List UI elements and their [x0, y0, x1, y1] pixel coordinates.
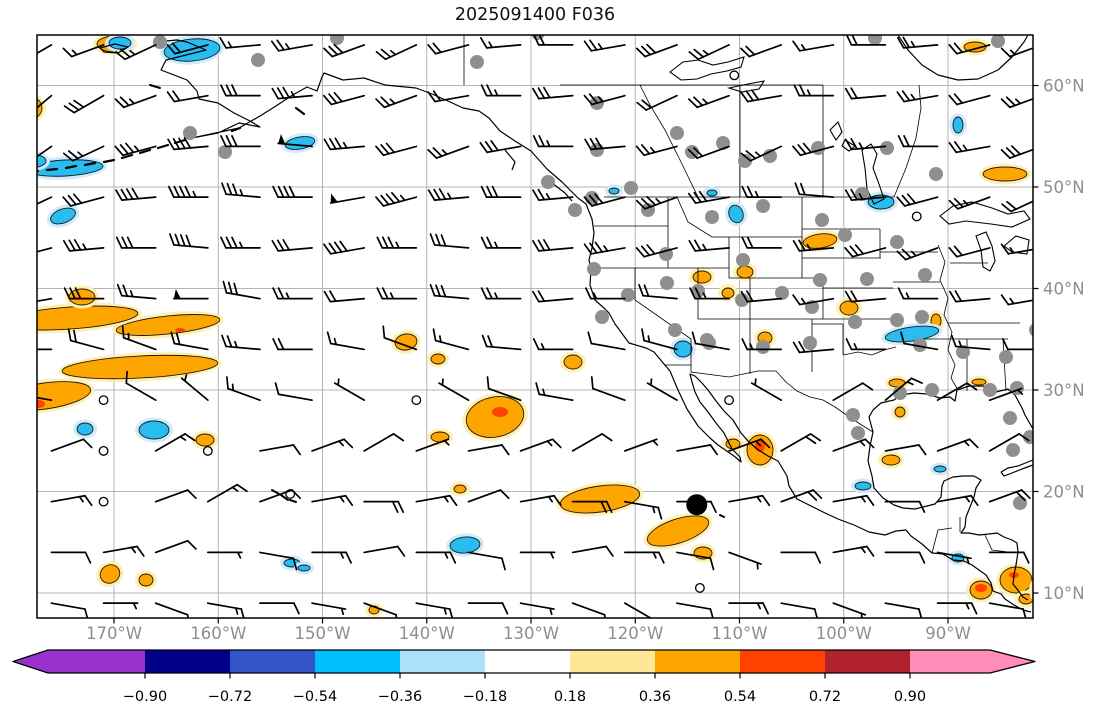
colorbar-tick-labels: −0.90 −0.72 −0.54 −0.36 −0.18 0.18 0.36 0.54 0.7…: [123, 689, 926, 705]
lakes: [669, 56, 1031, 272]
svg-text:110°W: 110°W: [711, 624, 767, 643]
filled-contour-regions: [37, 35, 1033, 618]
svg-text:−0.36: −0.36: [378, 689, 422, 705]
svg-text:90°W: 90°W: [925, 624, 971, 643]
svg-text:0.90: 0.90: [894, 689, 926, 705]
station-dots: [153, 35, 1033, 510]
svg-text:−0.54: −0.54: [293, 689, 337, 705]
svg-text:60°N: 60°N: [1043, 77, 1085, 96]
svg-text:150°W: 150°W: [294, 624, 350, 643]
svg-text:10°N: 10°N: [1043, 584, 1085, 603]
svg-text:50°N: 50°N: [1043, 178, 1085, 197]
svg-text:−0.90: −0.90: [123, 689, 167, 705]
svg-text:0.54: 0.54: [724, 689, 756, 705]
svg-text:20°N: 20°N: [1043, 483, 1085, 502]
svg-text:140°W: 140°W: [399, 624, 455, 643]
plot-border: [36, 34, 1034, 619]
svg-text:−0.18: −0.18: [463, 689, 507, 705]
latitude-tick-labels: 60°N 50°N 40°N 30°N 20°N 10°N: [1043, 77, 1085, 604]
svg-text:0.18: 0.18: [554, 689, 586, 705]
longitude-tick-labels: 170°W 160°W 150°W 140°W 130°W 120°W 110°W 100°W…: [86, 624, 971, 643]
svg-text:40°N: 40°N: [1043, 280, 1085, 299]
wind-barbs: [37, 35, 1033, 618]
colorbar: [12, 649, 1036, 679]
svg-text:130°W: 130°W: [503, 624, 559, 643]
axis-ticks: [113, 84, 1039, 624]
small-islands: [37, 84, 725, 518]
svg-text:0.72: 0.72: [809, 689, 841, 705]
chart-title: 2025091400 F036: [455, 5, 615, 25]
svg-text:170°W: 170°W: [86, 624, 142, 643]
special-markers: [686, 494, 708, 516]
svg-text:30°N: 30°N: [1043, 381, 1085, 400]
svg-text:−0.72: −0.72: [208, 689, 252, 705]
svg-text:120°W: 120°W: [607, 624, 663, 643]
svg-text:0.36: 0.36: [639, 689, 671, 705]
svg-text:100°W: 100°W: [816, 624, 872, 643]
svg-text:160°W: 160°W: [190, 624, 246, 643]
